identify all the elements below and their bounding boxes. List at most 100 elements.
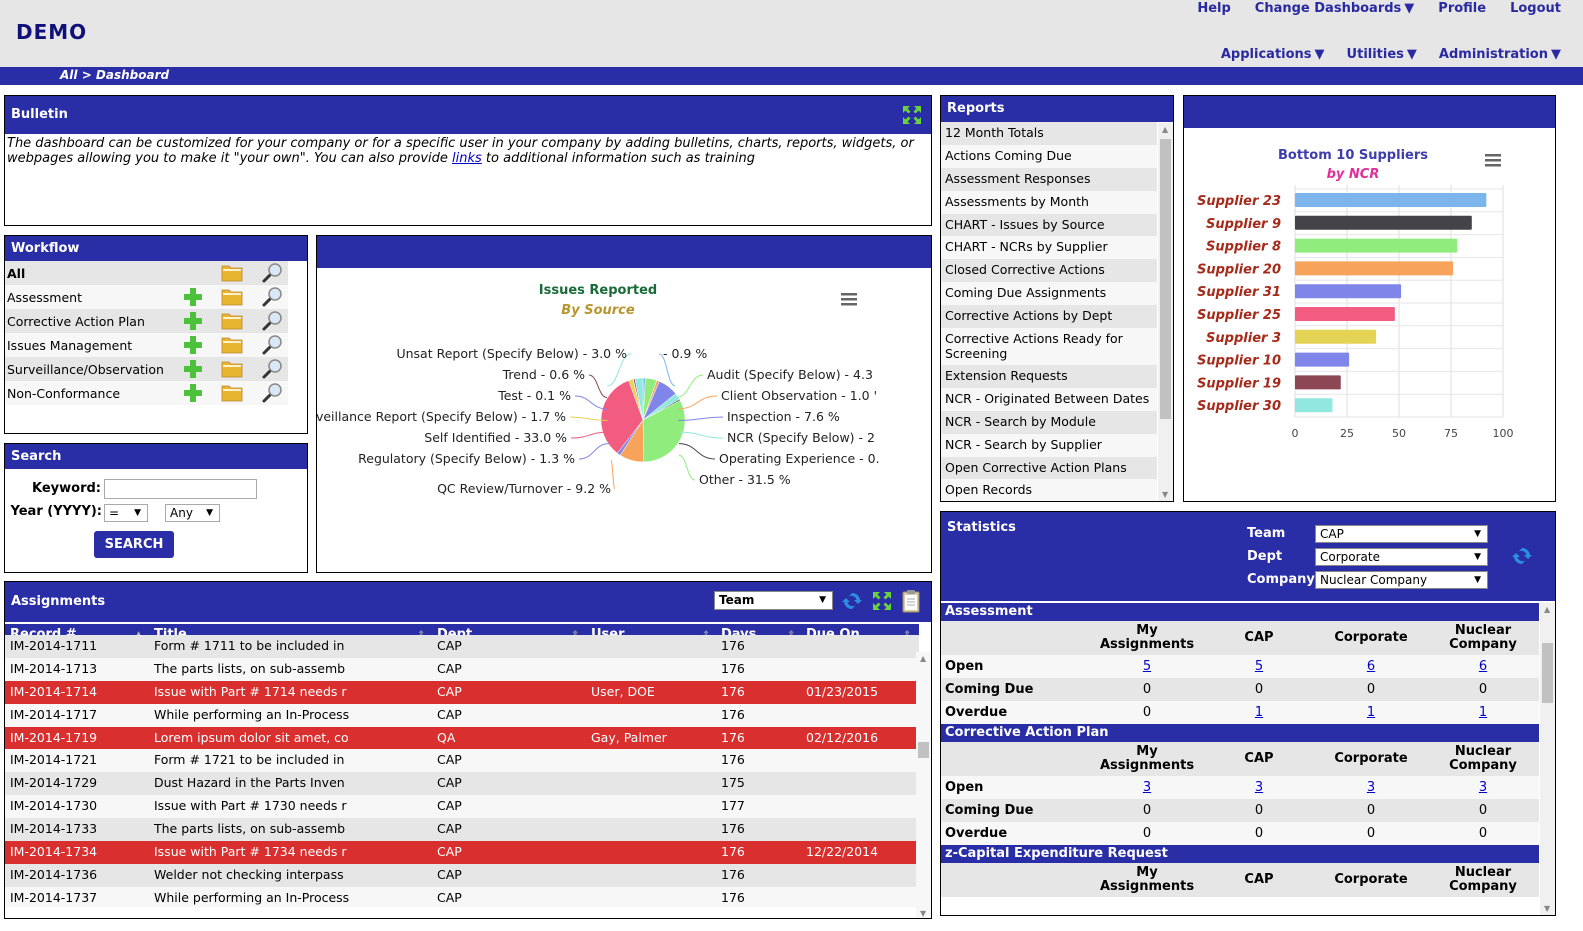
bar[interactable] (1295, 261, 1454, 276)
workflow-item-label[interactable]: Corrective Action Plan (7, 313, 145, 329)
help-link[interactable]: Help (1197, 1, 1231, 16)
stat-count-link[interactable]: 6 (1366, 658, 1376, 674)
statistics-scrollbar[interactable]: ▲ ▼ (1540, 603, 1555, 915)
workflow-item-label[interactable]: Surveillance/Observation (7, 361, 164, 377)
table-row[interactable]: IM-2014-1729 Dust Hazard in the Parts Inv… (5, 772, 919, 796)
assignments-scrollbar[interactable]: ▲ ▼ (916, 652, 931, 918)
table-row[interactable]: IM-2014-1721 Form # 1721 to be included i… (5, 749, 919, 773)
add-icon[interactable] (183, 335, 203, 355)
search-icon[interactable] (261, 358, 283, 380)
scroll-thumb[interactable] (1542, 643, 1553, 703)
report-item[interactable]: CHART - NCRs by Supplier (941, 236, 1157, 260)
scroll-down-icon[interactable]: ▼ (920, 909, 927, 918)
add-icon[interactable] (183, 311, 203, 331)
search-icon[interactable] (261, 310, 283, 332)
report-item[interactable]: 12 Month Totals (941, 122, 1157, 145)
table-row[interactable]: IM-2014-1711 Form # 1711 to be included i… (5, 635, 919, 658)
workflow-item-label[interactable]: Non-Conformance (7, 385, 121, 401)
report-item[interactable]: NCR - Search by Module (941, 410, 1157, 434)
workflow-item[interactable]: All (5, 261, 288, 285)
table-row[interactable]: IM-2014-1719 Lorem ipsum dolor sit amet, … (5, 726, 919, 750)
scroll-down-icon[interactable]: ▼ (1162, 490, 1169, 499)
clipboard-icon[interactable] (901, 589, 921, 613)
table-row[interactable]: IM-2014-1734 Issue with Part # 1734 needs… (5, 841, 919, 864)
stat-count-link[interactable]: 1 (1254, 704, 1264, 720)
bar[interactable] (1295, 329, 1377, 344)
search-icon[interactable] (261, 382, 283, 404)
year-operator-select[interactable]: = ▼ (104, 504, 148, 522)
bar[interactable] (1295, 284, 1402, 299)
search-icon[interactable] (261, 334, 283, 356)
stat-count-link[interactable]: 3 (1366, 779, 1376, 795)
bar[interactable] (1295, 215, 1472, 230)
folder-icon[interactable] (221, 312, 243, 330)
stat-count-link[interactable]: 3 (1142, 779, 1152, 795)
table-row[interactable]: IM-2014-1713 The parts lists, on sub-asse… (5, 657, 919, 681)
table-row[interactable]: IM-2014-1733 The parts lists, on sub-asse… (5, 818, 919, 842)
refresh-icon[interactable] (841, 590, 863, 612)
folder-icon[interactable] (221, 384, 243, 402)
table-row[interactable]: IM-2014-1737 While performing an In-Proce… (5, 886, 919, 907)
nav-utilities[interactable]: Utilities ▼ (1347, 47, 1417, 62)
bar[interactable] (1295, 352, 1350, 367)
report-item[interactable]: Open Records (941, 479, 1157, 501)
pie-slice[interactable] (642, 400, 686, 463)
scroll-thumb[interactable] (918, 742, 929, 758)
nav-applications[interactable]: Applications ▼ (1221, 47, 1325, 62)
bulletin-link[interactable]: links (452, 151, 482, 166)
stat-count-link[interactable]: 5 (1142, 658, 1152, 674)
bar[interactable] (1295, 398, 1333, 413)
workflow-item-label[interactable]: All (7, 265, 26, 281)
folder-icon[interactable] (221, 288, 243, 306)
workflow-item[interactable]: Assessment (5, 285, 288, 309)
report-item[interactable]: Coming Due Assignments (941, 282, 1157, 306)
add-icon[interactable] (183, 287, 203, 307)
expand-icon[interactable] (901, 104, 923, 126)
chart-menu-icon[interactable] (1485, 154, 1501, 167)
report-item[interactable]: CHART - Issues by Source (941, 213, 1157, 237)
folder-icon[interactable] (221, 336, 243, 354)
add-icon[interactable] (183, 383, 203, 403)
bar[interactable] (1295, 238, 1458, 253)
team-select[interactable]: CAP ▼ (1315, 525, 1488, 543)
table-row[interactable]: IM-2014-1714 Issue with Part # 1714 needs… (5, 680, 919, 704)
stat-count-link[interactable]: 1 (1366, 704, 1376, 720)
keyword-input[interactable] (104, 479, 257, 499)
bar[interactable] (1295, 375, 1341, 390)
scroll-thumb[interactable] (1160, 139, 1171, 419)
stat-count-link[interactable]: 1 (1478, 704, 1488, 720)
workflow-item-label[interactable]: Assessment (7, 289, 82, 305)
folder-icon[interactable] (221, 360, 243, 378)
search-icon[interactable] (261, 262, 283, 284)
stat-count-link[interactable]: 3 (1478, 779, 1488, 795)
bar[interactable] (1295, 307, 1395, 321)
nav-administration[interactable]: Administration ▼ (1439, 47, 1561, 62)
expand-icon[interactable] (871, 590, 893, 612)
refresh-icon[interactable] (1511, 545, 1533, 567)
workflow-item[interactable]: Surveillance/Observation (5, 357, 288, 381)
scroll-up-icon[interactable]: ▲ (1162, 125, 1169, 134)
stat-count-link[interactable]: 5 (1254, 658, 1264, 674)
add-icon[interactable] (183, 359, 203, 379)
stat-count-link[interactable]: 3 (1254, 779, 1264, 795)
search-button[interactable]: SEARCH (94, 531, 174, 558)
workflow-item[interactable]: Non-Conformance (5, 381, 288, 405)
pie-slice[interactable] (600, 380, 644, 454)
table-row[interactable]: IM-2014-1736 Welder not checking interpas… (5, 863, 919, 887)
report-item[interactable]: Corrective Actions by Dept (941, 305, 1157, 329)
year-select[interactable]: Any ▼ (165, 504, 220, 522)
bar[interactable] (1295, 193, 1487, 207)
report-item[interactable]: NCR - Search by Supplier (941, 433, 1157, 457)
report-item[interactable]: Corrective Actions Ready for Screening (941, 328, 1157, 366)
reports-scrollbar[interactable]: ▲ ▼ (1158, 123, 1173, 501)
workflow-item[interactable]: Corrective Action Plan (5, 309, 288, 333)
company-select[interactable]: Nuclear Company ▼ (1315, 571, 1488, 589)
report-item[interactable]: NCR - Originated Between Dates (941, 387, 1157, 411)
assignments-filter-select[interactable]: Team ▼ (714, 591, 833, 610)
dept-select[interactable]: Corporate ▼ (1315, 548, 1488, 566)
change-dashboards-menu[interactable]: Change Dashboards ▼ (1255, 1, 1415, 16)
scroll-down-icon[interactable]: ▼ (1544, 904, 1551, 913)
search-icon[interactable] (261, 286, 283, 308)
report-item[interactable]: Closed Corrective Actions (941, 259, 1157, 283)
stat-count-link[interactable]: 6 (1478, 658, 1488, 674)
